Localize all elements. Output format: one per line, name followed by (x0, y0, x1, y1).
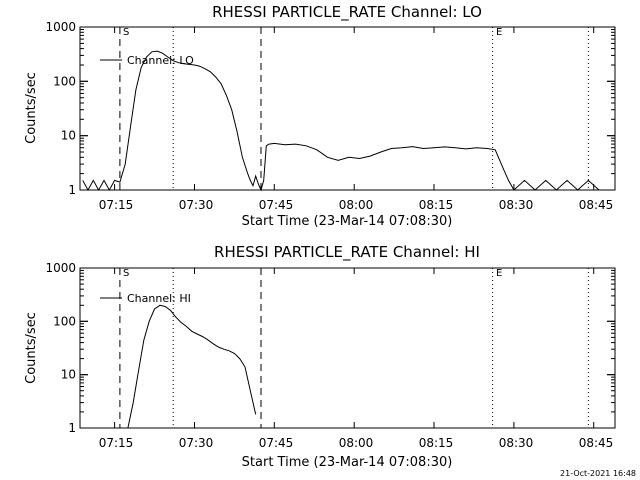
x-axis-label-lo: Start Time (23-Mar-14 07:08:30) (242, 214, 453, 229)
time-markers-lo (119, 27, 589, 190)
x-tick-label: 08:00 (339, 436, 374, 450)
x-tick-label: 08:15 (419, 198, 454, 212)
legend-label-hi: Channel: HI (127, 292, 191, 305)
y-tick-label: 10 (61, 368, 76, 382)
x-tick-labels-hi: 07:15 07:30 07:45 08:00 08:15 08:30 08:4… (99, 436, 614, 450)
x-tick-label: 08:15 (419, 436, 454, 450)
legend-lo: Channel: LO (100, 54, 194, 67)
axis-ticks-lo (80, 26, 615, 191)
y-tick-label: 1000 (45, 261, 76, 275)
axis-ticks-hi (80, 267, 615, 429)
x-tick-label: 07:15 (99, 436, 134, 450)
y-tick-label: 1 (68, 421, 76, 435)
legend-hi: Channel: HI (100, 292, 191, 305)
y-tick-labels-lo: 1 10 100 1000 (45, 20, 76, 197)
series-hi (127, 304, 257, 429)
y-tick-label: 10 (61, 129, 76, 143)
plot-frame-hi (79, 267, 616, 429)
chart-title-lo: RHESSI PARTICLE_RATE Channel: LO (212, 3, 482, 22)
x-tick-label: 08:30 (499, 198, 534, 212)
y-tick-label: 1000 (45, 20, 76, 34)
plot-frame-lo (79, 26, 616, 191)
x-axis-label-hi: Start Time (23-Mar-14 07:08:30) (242, 455, 453, 470)
chart-title-hi: RHESSI PARTICLE_RATE Channel: HI (214, 243, 480, 262)
y-tick-labels-hi: 1 10 100 1000 (45, 261, 76, 435)
x-tick-label: 07:30 (179, 436, 214, 450)
x-tick-label: 07:30 (179, 198, 214, 212)
x-tick-label: 07:45 (259, 198, 294, 212)
x-tick-label: 07:15 (99, 198, 134, 212)
end-marker-label-hi: E (496, 268, 502, 279)
series-lo (82, 50, 610, 192)
x-tick-label: 08:30 (499, 436, 534, 450)
x-tick-label: 07:45 (259, 436, 294, 450)
legend-label-lo: Channel: LO (127, 54, 194, 67)
start-marker-label-hi: S (123, 268, 129, 279)
time-markers-hi (119, 268, 589, 428)
x-tick-labels-lo: 07:15 07:30 07:45 08:00 08:15 08:30 08:4… (99, 198, 614, 212)
x-tick-label: 08:45 (579, 198, 614, 212)
panel-lo: RHESSI PARTICLE_RATE Channel: LO Counts/… (24, 3, 616, 229)
series-line (82, 50, 610, 192)
start-marker-label-lo: S (123, 27, 129, 38)
y-tick-label: 100 (53, 314, 76, 328)
y-axis-label-lo: Counts/sec (24, 72, 39, 144)
y-tick-label: 1 (68, 183, 76, 197)
series-line (127, 304, 257, 429)
end-marker-label-lo: E (496, 27, 502, 38)
panel-hi: RHESSI PARTICLE_RATE Channel: HI Counts/… (24, 243, 616, 470)
x-tick-label: 08:45 (579, 436, 614, 450)
y-tick-label: 100 (53, 74, 76, 88)
plot-timestamp: 21-Oct-2021 16:48 (560, 469, 636, 478)
x-tick-label: 08:00 (339, 198, 374, 212)
y-axis-label-hi: Counts/sec (24, 312, 39, 384)
